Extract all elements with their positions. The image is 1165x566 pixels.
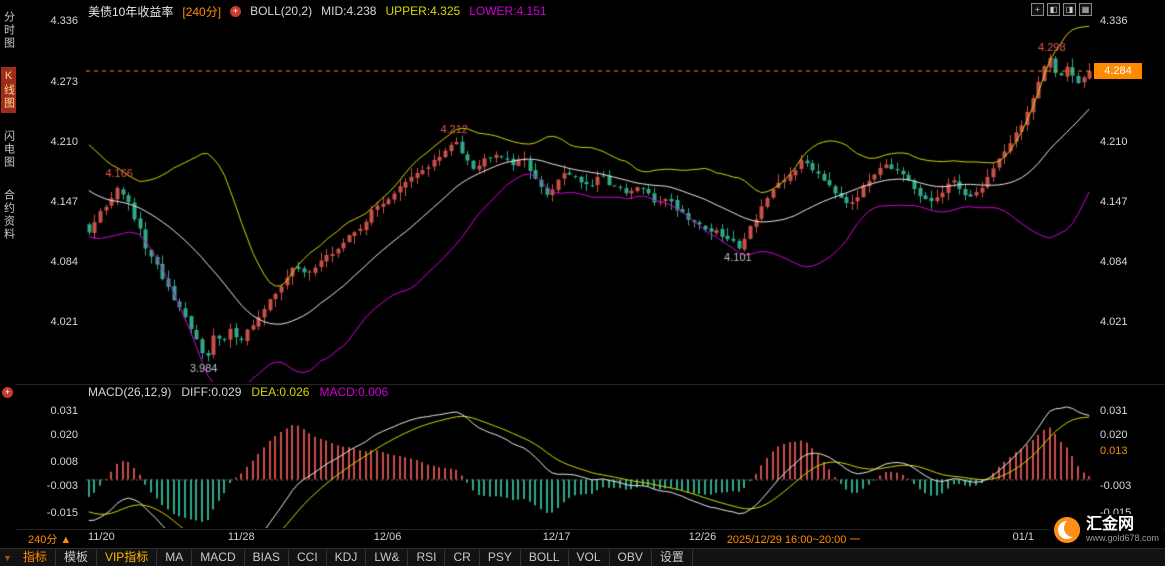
x-axis-label: 12/26 xyxy=(688,531,717,543)
x-axis-label: 12/06 xyxy=(373,531,402,543)
axis-tick: 4.210 xyxy=(50,135,78,148)
axis-tick: 0.020 xyxy=(50,429,78,442)
instrument-title: 美债10年收益率 xyxy=(88,4,174,19)
corner-arrow-icon[interactable]: ▼ xyxy=(3,552,12,563)
indicator-toolbar: ▼ 指标 模板 VIP指标 MA MACD BIAS CCI KDJ LW& RSI CR PSY BO… xyxy=(0,548,1165,566)
window-controls: + ◧ ◨ ▦ xyxy=(1031,3,1092,16)
logo-icon xyxy=(1053,516,1080,543)
toolbar-tab-PSY[interactable]: PSY xyxy=(480,549,521,566)
toolbar-tab-VIP指标[interactable]: VIP指标 xyxy=(97,549,158,566)
watermark-logo: 汇金网 www.gold678.com xyxy=(1049,514,1163,545)
axis-tick: 4.336 xyxy=(50,15,78,28)
axis-tick: 4.147 xyxy=(1100,195,1128,208)
sidebar-item[interactable]: K线图 xyxy=(0,67,16,113)
add-compare-icon[interactable]: + xyxy=(230,5,242,17)
toolbar-tab-BOLL[interactable]: BOLL xyxy=(521,549,569,566)
logo-name: 汇金网 xyxy=(1085,516,1134,533)
axis-tick: -0.003 xyxy=(46,480,78,493)
toolbar-tab-指标[interactable]: 指标 xyxy=(15,549,56,566)
bottom-period-text: 240分 xyxy=(28,534,58,546)
axis-tick: 4.273 xyxy=(50,75,78,88)
sidebar-item[interactable]: 闪电图 xyxy=(2,130,15,169)
bar-timestamp-status: 2025/12/29 16:00~20:00 一 xyxy=(726,534,861,546)
period-selector[interactable]: [240分] xyxy=(182,4,222,19)
layout-left-icon[interactable]: ◧ xyxy=(1047,3,1060,16)
axis-tick: 0.008 xyxy=(50,455,78,468)
macd-diff-value: DIFF:0.029 xyxy=(181,385,242,399)
toolbar-tab-设置[interactable]: 设置 xyxy=(652,549,693,566)
boll-upper-value: UPPER:4.325 xyxy=(385,4,461,18)
macd-hist-value: MACD:0.006 xyxy=(319,385,389,399)
boll-label: BOLL(20,2) xyxy=(250,4,313,18)
subchart-settings-icon[interactable]: + xyxy=(2,387,13,398)
toolbar-tab-VOL[interactable]: VOL xyxy=(569,549,610,566)
toolbar-tab-模板[interactable]: 模板 xyxy=(56,549,97,566)
axis-tick: 4.084 xyxy=(50,255,78,268)
axis-tick: 4.147 xyxy=(50,195,78,208)
macd-chart-canvas[interactable] xyxy=(86,400,1092,528)
toolbar-tab-KDJ[interactable]: KDJ xyxy=(327,549,367,566)
macd-current-value: 0.013 xyxy=(1100,444,1128,457)
main-chart-canvas[interactable] xyxy=(86,10,1092,382)
x-axis-label: 12/17 xyxy=(542,531,571,543)
toolbar-tab-CCI[interactable]: CCI xyxy=(289,549,327,566)
axis-tick: 0.020 xyxy=(1100,429,1128,442)
bottom-period-label[interactable]: 240分 ▲ xyxy=(28,531,71,547)
sidebar-item[interactable]: 分时图 xyxy=(2,11,15,50)
macd-params-label: MACD(26,12,9) xyxy=(88,385,172,399)
x-axis-label: 01/1 xyxy=(1012,531,1035,543)
axis-tick: 4.021 xyxy=(50,315,78,328)
period-up-arrow-icon: ▲ xyxy=(60,534,72,546)
axis-tick: 4.210 xyxy=(1100,135,1128,148)
x-axis-label: 11/28 xyxy=(227,531,255,543)
layout-grid-icon[interactable]: ▦ xyxy=(1079,3,1092,16)
crosshair-icon[interactable]: + xyxy=(1031,3,1044,16)
chart-header: 美债10年收益率 [240分] + BOLL(20,2) MID:4.238 U… xyxy=(88,3,547,19)
toolbar-tab-MACD[interactable]: MACD xyxy=(192,549,245,566)
toolbar-tab-CR[interactable]: CR xyxy=(445,549,480,566)
axis-tick: 0.031 xyxy=(50,405,78,418)
axis-tick: 4.084 xyxy=(1100,255,1128,268)
panel-divider xyxy=(16,384,1165,385)
toolbar-tab-BIAS[interactable]: BIAS xyxy=(245,549,289,566)
x-axis-label: 11/20 xyxy=(88,531,115,543)
sidebar: 分时图 K线图闪电图合约资料 xyxy=(0,0,16,566)
boll-mid-value: MID:4.238 xyxy=(321,4,377,18)
axis-tick: -0.015 xyxy=(46,506,78,519)
axis-tick: -0.003 xyxy=(1100,480,1132,493)
toolbar-tab-MA[interactable]: MA xyxy=(157,549,193,566)
toolbar-tab-LW&[interactable]: LW& xyxy=(366,549,409,566)
layout-right-icon[interactable]: ◨ xyxy=(1063,3,1076,16)
toolbar-tab-RSI[interactable]: RSI xyxy=(408,549,446,566)
macd-legend: MACD(26,12,9) DIFF:0.029 DEA:0.026 MACD:… xyxy=(88,385,388,399)
toolbar-tab-OBV[interactable]: OBV xyxy=(610,549,652,566)
axis-tick: 4.021 xyxy=(1100,315,1128,328)
sidebar-item[interactable]: 合约资料 xyxy=(2,189,15,241)
current-price-badge: 4.284 xyxy=(1094,63,1142,80)
logo-url: www.gold678.com xyxy=(1085,533,1159,543)
xaxis-divider xyxy=(16,529,1165,530)
macd-dea-value: DEA:0.026 xyxy=(251,385,310,399)
axis-tick: 0.031 xyxy=(1100,405,1128,418)
boll-lower-value: LOWER:4.151 xyxy=(469,4,547,18)
axis-tick: 4.336 xyxy=(1100,15,1128,28)
